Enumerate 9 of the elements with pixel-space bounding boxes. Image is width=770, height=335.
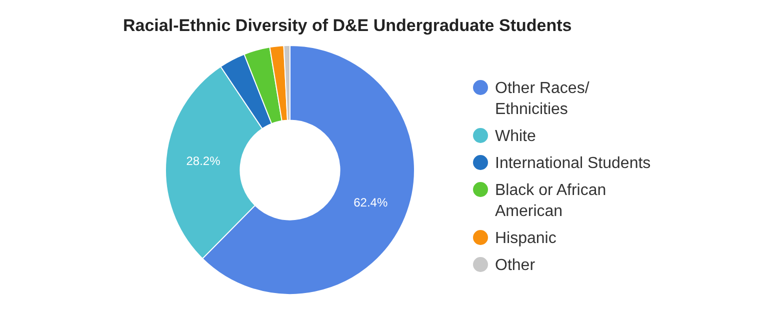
legend-label: Hispanic (495, 229, 558, 249)
legend-label: Other (495, 256, 536, 276)
legend-label: International Students (495, 154, 652, 174)
data-label: 28.2% (186, 154, 221, 168)
legend-label: Other Races/ Ethnicities (495, 79, 590, 120)
chart-title: Racial-Ethnic Diversity of D&E Undergraduate Students (123, 16, 572, 36)
legend-label: Black or African American (495, 181, 608, 222)
legend-label: White (495, 127, 537, 147)
data-label: 62.4% (354, 195, 388, 210)
